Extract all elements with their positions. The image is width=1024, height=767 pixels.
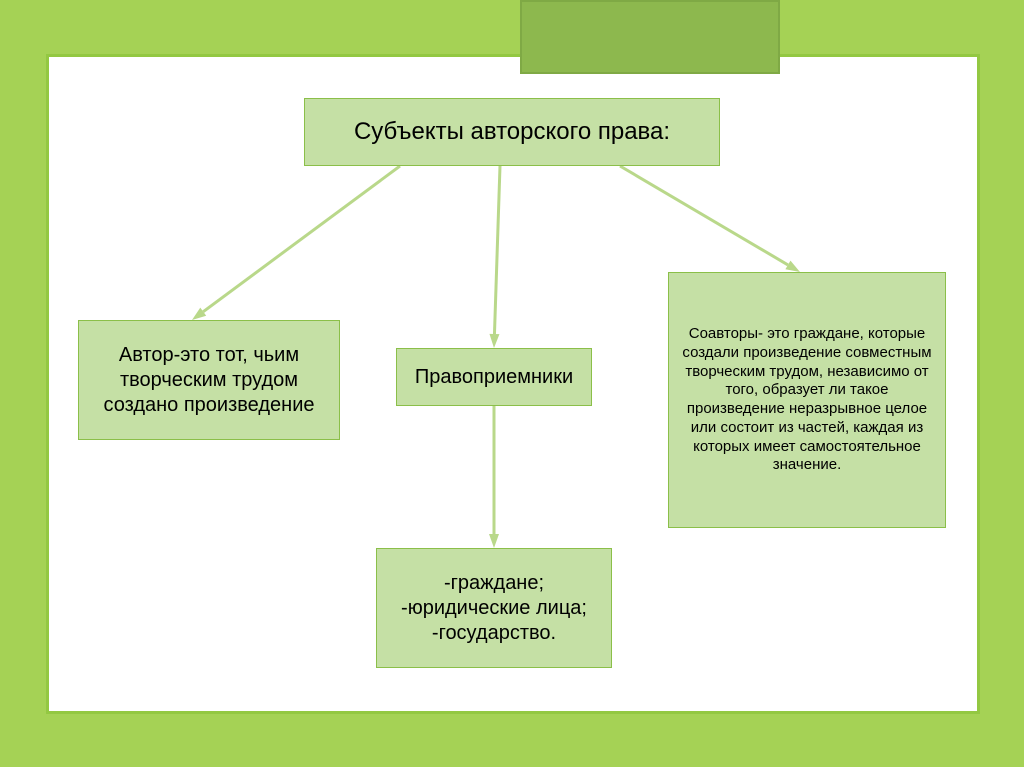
author-label: Автор-это тот, чьим творческим трудом со… bbox=[89, 343, 329, 418]
coauthors-label: Соавторы- это граждане, которые создали … bbox=[679, 325, 935, 475]
successors-label: Правоприемники bbox=[415, 365, 573, 390]
root-label: Субъекты авторского права: bbox=[354, 117, 670, 147]
list-label: -граждане; -юридические лица; -государст… bbox=[401, 571, 587, 646]
slide: Субъекты авторского права: Автор-это тот… bbox=[0, 0, 1024, 767]
coauthors-node: Соавторы- это граждане, которые создали … bbox=[668, 272, 946, 528]
root-node: Субъекты авторского права: bbox=[304, 98, 720, 166]
author-node: Автор-это тот, чьим творческим трудом со… bbox=[78, 320, 340, 440]
list-node: -граждане; -юридические лица; -государст… bbox=[376, 548, 612, 668]
decorative-box bbox=[520, 0, 780, 74]
successors-node: Правоприемники bbox=[396, 348, 592, 406]
